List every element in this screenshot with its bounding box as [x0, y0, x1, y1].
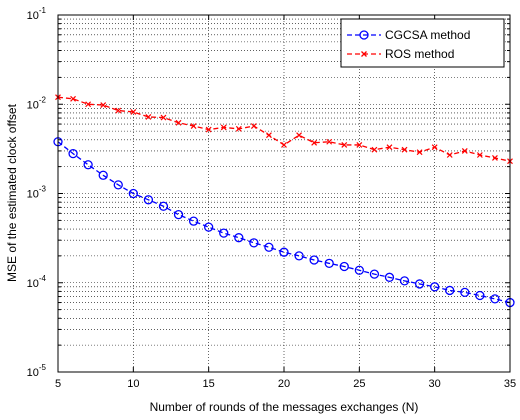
- data-point-ros: [386, 144, 393, 151]
- data-point-cgcsa: [399, 276, 410, 286]
- series-layer: [53, 94, 515, 308]
- data-point-cgcsa: [490, 294, 500, 304]
- data-point-ros: [416, 149, 423, 156]
- data-point-ros: [341, 142, 348, 148]
- y-axis-label: MSE of the estimated clock offset: [5, 103, 19, 282]
- data-point-ros: [446, 152, 453, 158]
- y-tick-label: 10-1: [27, 6, 47, 22]
- data-point-ros: [461, 147, 468, 154]
- data-point-cgcsa: [264, 242, 274, 252]
- data-point-ros: [220, 124, 227, 131]
- data-point-cgcsa: [445, 285, 455, 296]
- data-point-cgcsa: [354, 265, 364, 275]
- data-point-ros: [326, 138, 333, 145]
- series-line-cgcsa: [57, 141, 511, 304]
- data-point-cgcsa: [339, 261, 349, 272]
- y-tick-label: 10-5: [27, 363, 47, 379]
- x-tick-label: 20: [278, 378, 290, 390]
- data-point-cgcsa: [294, 251, 304, 261]
- data-point-cgcsa: [279, 247, 289, 257]
- data-point-cgcsa: [234, 233, 244, 243]
- data-point-cgcsa: [143, 195, 154, 205]
- data-point-ros: [431, 144, 438, 151]
- data-point-ros: [401, 146, 408, 153]
- data-point-ros: [311, 139, 318, 146]
- tick-labels: 5 10 15 20 25 30 35 10-5 10-4 10-3 10-2 10-1: [27, 6, 517, 390]
- data-point-cgcsa: [98, 170, 108, 180]
- data-point-cgcsa: [249, 238, 259, 248]
- data-point-cgcsa: [475, 290, 485, 301]
- data-point-ros: [356, 142, 363, 148]
- data-point-ros: [160, 114, 167, 121]
- legend-box: [340, 18, 505, 68]
- data-point-cgcsa: [309, 255, 319, 265]
- y-tick-label: 10-3: [27, 185, 47, 201]
- legend: CGCSA method ROS method: [340, 18, 505, 68]
- legend-marker-cgcsa: [359, 30, 369, 40]
- data-point-ros: [85, 101, 92, 108]
- y-tick-label: 10-4: [27, 274, 47, 290]
- data-point-cgcsa: [113, 180, 123, 190]
- data-point-cgcsa: [324, 258, 334, 268]
- data-point-cgcsa: [219, 228, 229, 238]
- data-point-ros: [371, 146, 378, 153]
- data-point-cgcsa: [83, 160, 93, 170]
- data-point-cgcsa: [204, 222, 214, 232]
- data-point-cgcsa: [430, 282, 440, 292]
- data-point-ros: [266, 132, 272, 139]
- x-tick-label: 25: [353, 378, 365, 390]
- data-point-ros: [205, 126, 212, 133]
- data-point-ros: [70, 95, 76, 102]
- x-tick-label: 30: [429, 378, 441, 390]
- data-point-ros: [145, 114, 152, 120]
- data-point-cgcsa: [68, 148, 78, 159]
- legend-marker-ros: [361, 51, 367, 57]
- data-point-ros: [476, 152, 483, 158]
- data-point-cgcsa: [128, 188, 138, 199]
- data-point-ros: [281, 142, 287, 148]
- data-point-ros: [100, 102, 107, 108]
- data-point-cgcsa: [158, 201, 169, 211]
- x-tick-label: 10: [127, 378, 139, 390]
- x-tick-label: 5: [55, 378, 61, 390]
- legend-label-ros: ROS method: [385, 47, 454, 61]
- data-point-ros: [250, 123, 257, 129]
- data-point-cgcsa: [460, 287, 470, 298]
- data-point-cgcsa: [369, 269, 380, 279]
- data-point-ros: [115, 107, 122, 114]
- y-tick-label: 10-2: [27, 95, 47, 111]
- data-point-cgcsa: [173, 209, 184, 220]
- data-point-cgcsa: [188, 216, 199, 226]
- data-point-ros: [235, 125, 242, 132]
- data-point-ros: [175, 119, 182, 126]
- data-point-ros: [296, 132, 302, 139]
- data-point-cgcsa: [384, 272, 395, 282]
- x-tick-label: 15: [203, 378, 215, 390]
- data-point-ros: [190, 123, 197, 129]
- x-axis-label: Number of rounds of the messages exchang…: [150, 400, 419, 414]
- data-point-ros: [492, 155, 498, 161]
- x-tick-label: 35: [504, 378, 516, 390]
- data-point-cgcsa: [414, 279, 425, 289]
- legend-label-cgcsa: CGCSA method: [385, 28, 470, 42]
- data-point-ros: [130, 109, 137, 115]
